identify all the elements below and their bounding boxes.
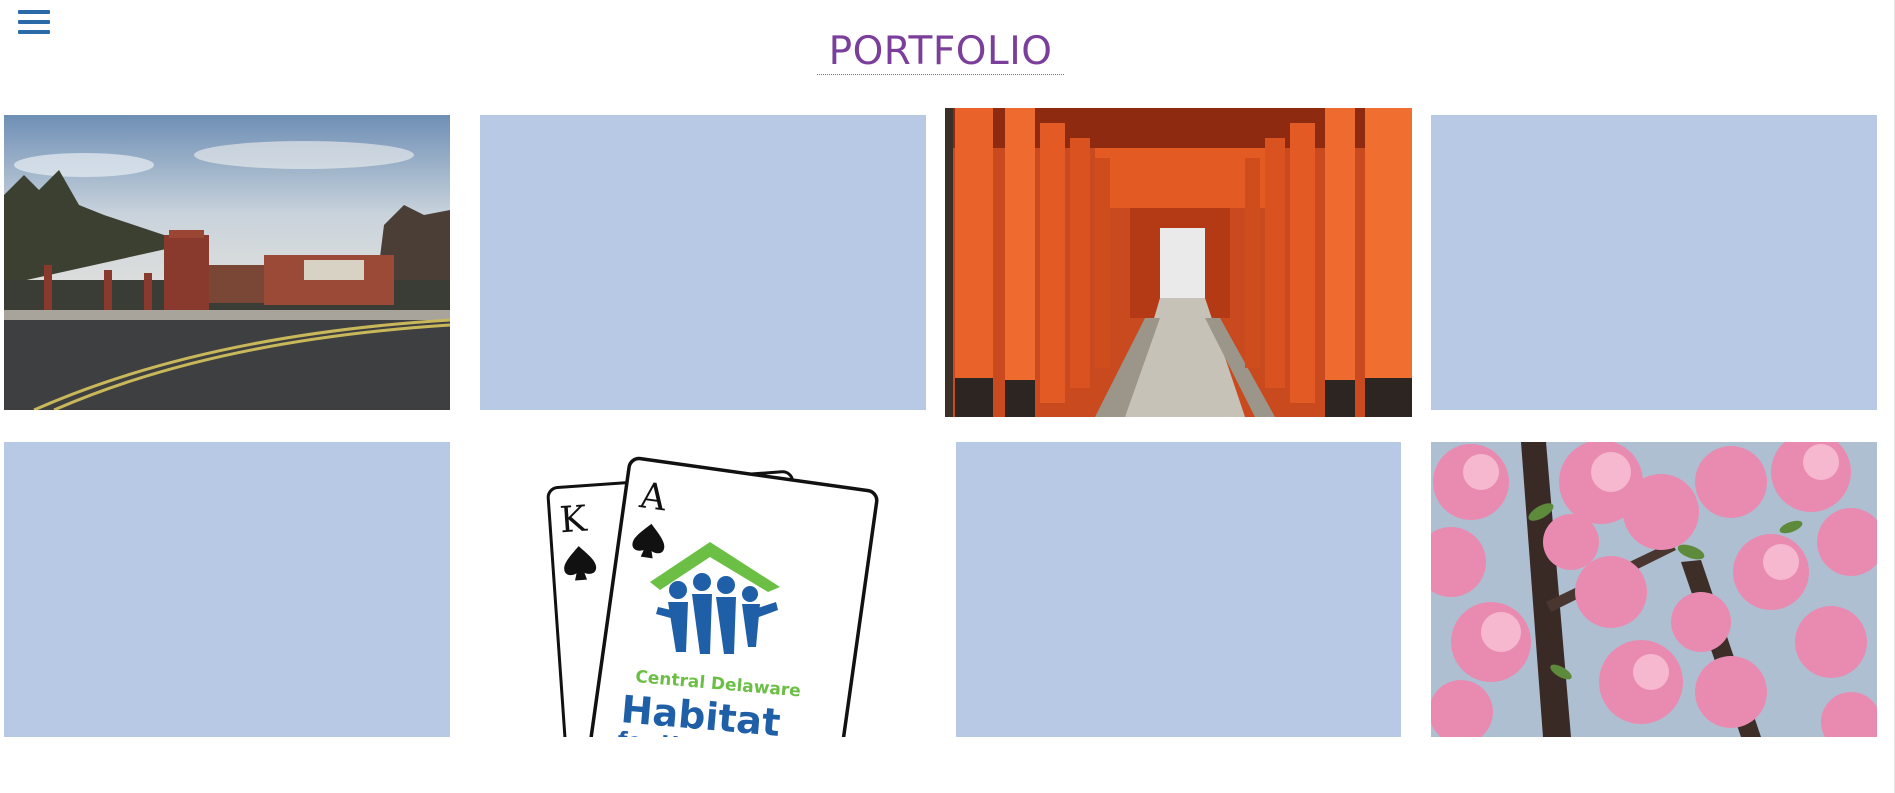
spade-icon [632,523,665,559]
portfolio-item-placeholder[interactable] [1431,115,1877,410]
cherry-blossom-photo [1431,442,1877,737]
habitat-playing-cards-logo: K A Central Delaware [546,456,879,737]
page-title-container: PORTFOLIO [817,26,1064,75]
portfolio-item-placeholder[interactable] [480,115,926,410]
portfolio-item-cherry-blossom-photo[interactable] [1431,442,1877,737]
portfolio-item-torii-gates-photo[interactable] [945,108,1412,417]
portfolio-item-placeholder[interactable] [4,442,450,737]
portfolio-item-habitat-playing-cards-logo[interactable]: K A Central Delaware [480,442,926,737]
torii-gates-photo [945,108,1412,417]
family-figures-icon [656,573,778,654]
spade-icon [564,546,597,581]
page-title: PORTFOLIO [828,29,1053,74]
hamburger-menu-icon[interactable] [18,8,50,38]
habitat-logo: Central Delaware Habitat for Hu [616,542,802,737]
portfolio-item-placeholder[interactable] [956,442,1401,737]
house-roof-icon [650,542,780,592]
card-rank-king: K [558,499,589,542]
school-campus-photo [4,115,450,410]
habitat-logo-line3: for Hu [616,728,695,737]
portfolio-item-school-campus-photo[interactable] [4,115,450,410]
